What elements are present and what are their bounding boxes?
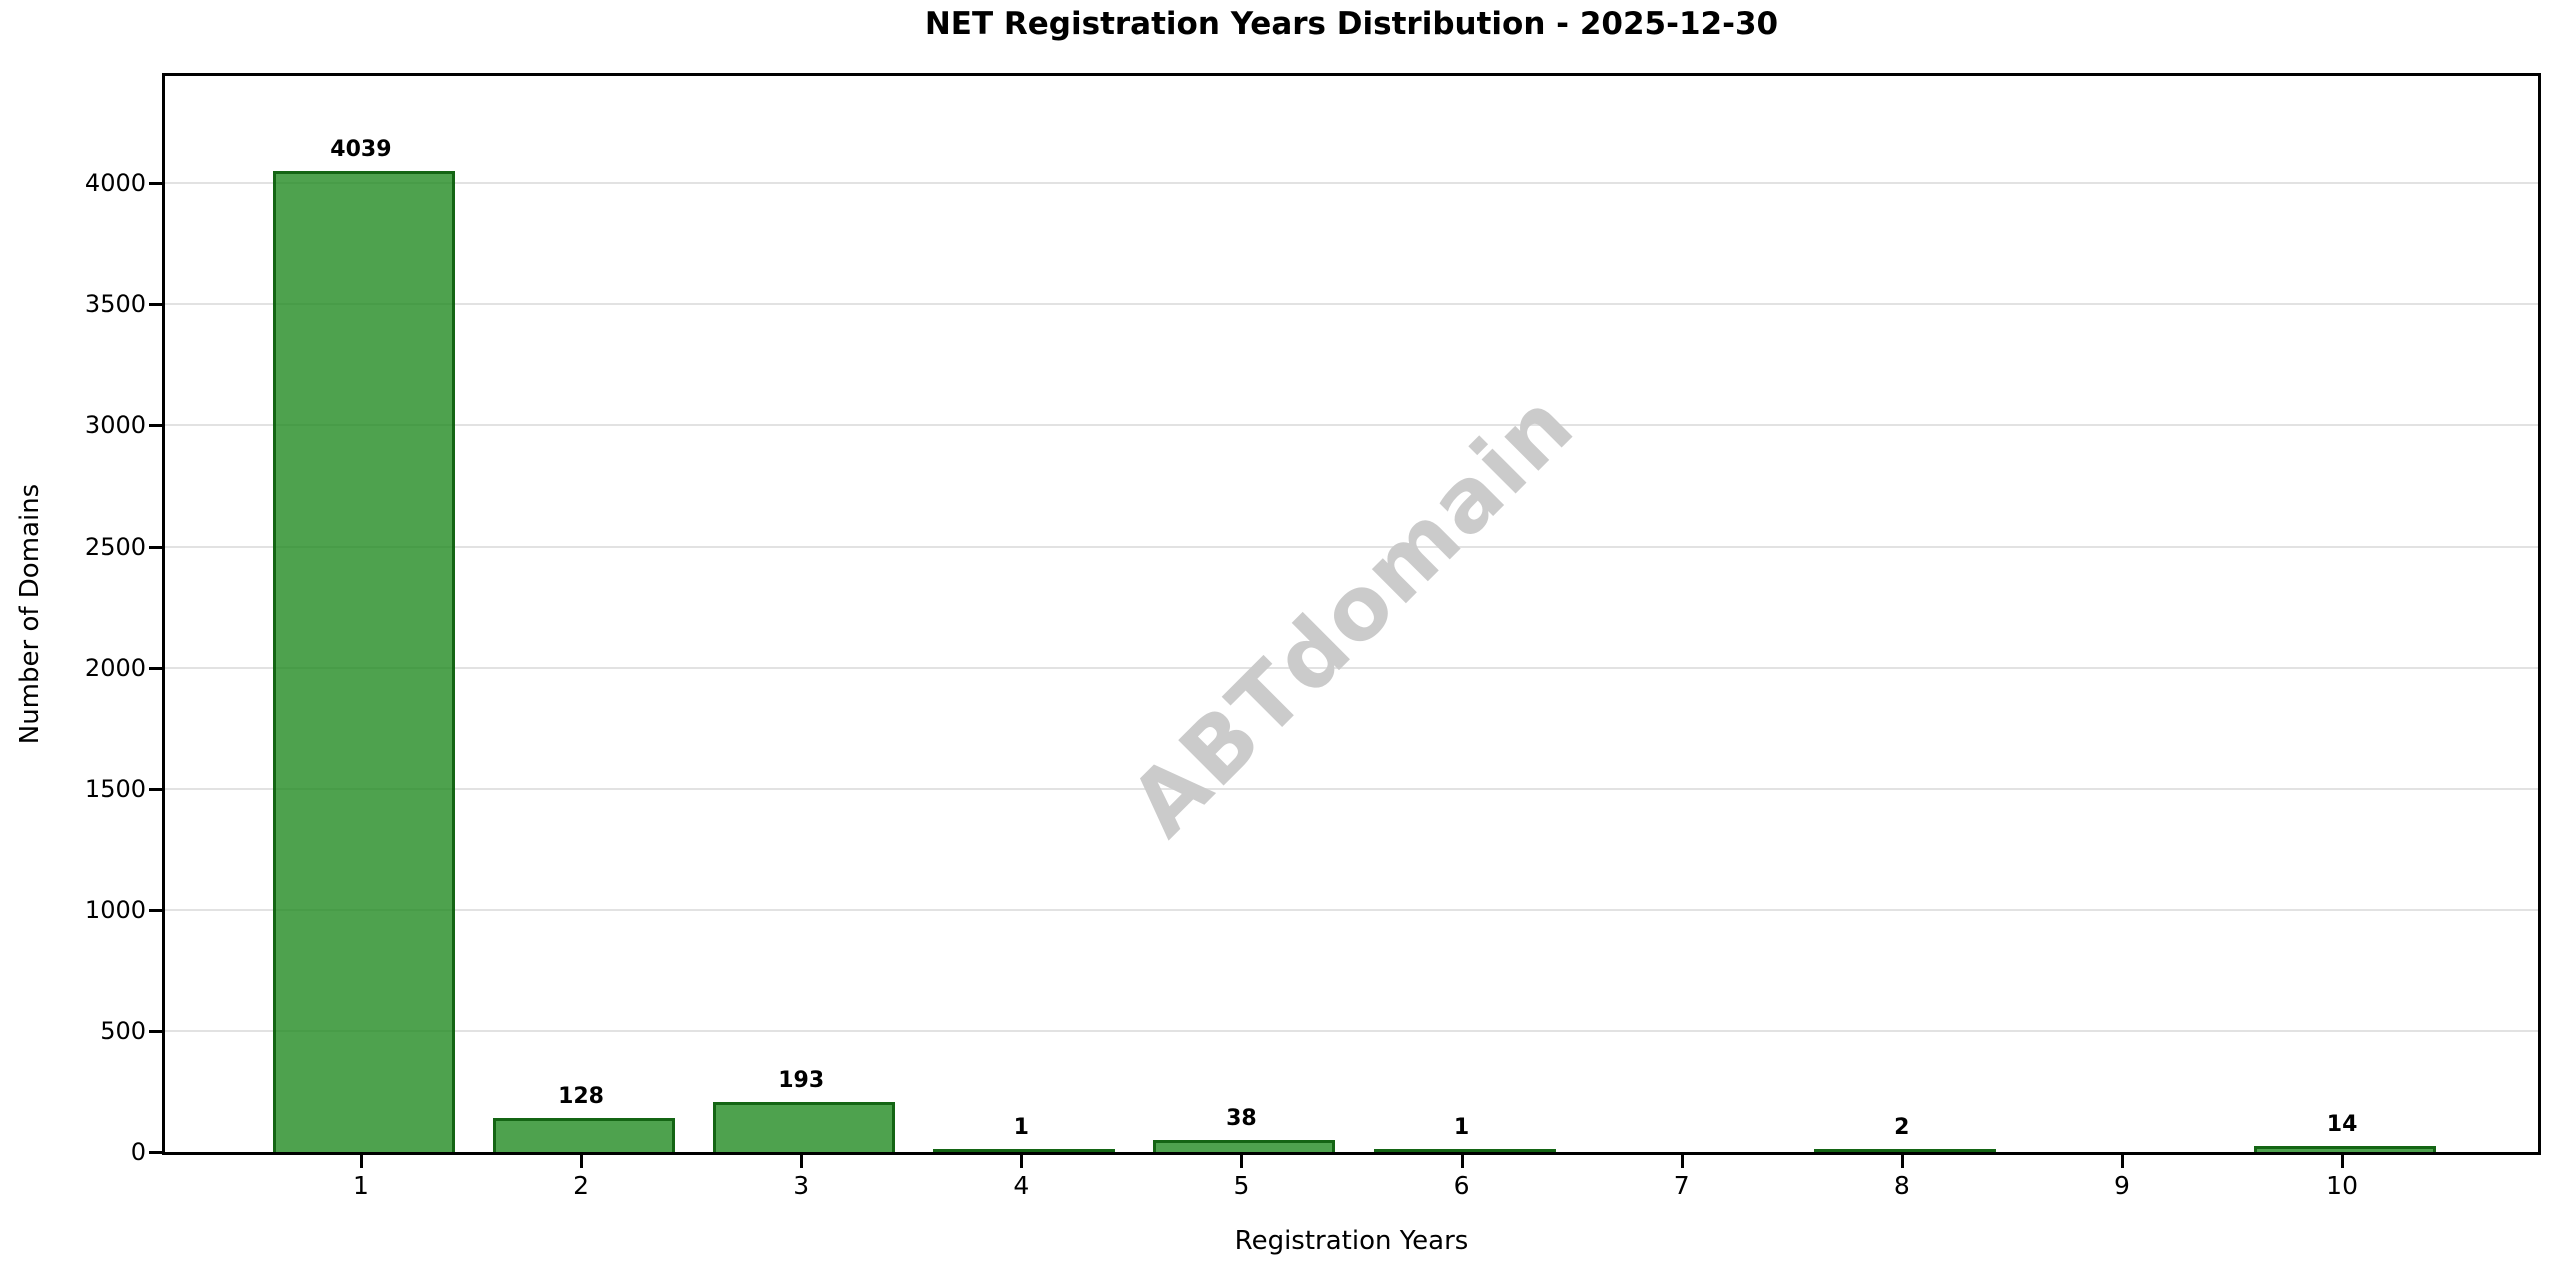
x-tick-mark: [800, 1155, 804, 1168]
y-tick-label: 3500: [84, 290, 146, 319]
bar: [1813, 1148, 1996, 1152]
bar-value-label: 4039: [330, 136, 392, 162]
bar-value-label: 38: [1226, 1105, 1257, 1131]
y-tick-label: 3000: [84, 411, 146, 440]
x-tick-mark: [2341, 1155, 2345, 1168]
bar-value-label: 1: [1453, 1114, 1470, 1140]
bar-value-label: 193: [778, 1068, 825, 1094]
y-tick-mark: [149, 545, 162, 549]
x-tick-mark: [1900, 1155, 1904, 1168]
x-tick-label: 2: [573, 1171, 589, 1200]
bar: [2254, 1145, 2437, 1152]
y-tick-mark: [149, 1029, 162, 1033]
x-tick-mark: [1020, 1155, 1024, 1168]
bar-value-label: 1: [1013, 1114, 1029, 1140]
y-tick-mark: [149, 303, 162, 307]
chart-title: NET Registration Years Distribution - 20…: [924, 6, 1779, 42]
bar-value-label: 2: [1894, 1114, 1910, 1140]
y-gridline: [165, 787, 2538, 790]
y-tick-label: 0: [130, 1138, 146, 1166]
watermark: ABTdomain: [1109, 372, 1594, 856]
x-tick-mark: [580, 1155, 584, 1168]
y-gridline: [165, 666, 2538, 669]
bar: [933, 1148, 1116, 1152]
x-axis-title: Registration Years: [1234, 1226, 1469, 1256]
y-gridline: [165, 424, 2538, 427]
y-tick-mark: [149, 1151, 162, 1154]
y-gridline: [165, 545, 2538, 548]
bar: [713, 1102, 896, 1152]
x-tick-mark: [2120, 1155, 2124, 1168]
x-tick-label: 10: [2326, 1171, 2358, 1200]
x-tick-label: 5: [1233, 1171, 1250, 1200]
y-gridline: [165, 1029, 2538, 1032]
y-tick-mark: [149, 666, 162, 670]
y-tick-mark: [149, 908, 162, 912]
x-tick-label: 3: [793, 1171, 810, 1200]
y-tick-mark: [149, 787, 162, 791]
x-tick-mark: [1240, 1155, 1244, 1168]
x-tick-label: 1: [352, 1171, 369, 1200]
x-tick-label: 7: [1673, 1171, 1690, 1200]
y-tick-label: 1500: [84, 774, 146, 803]
bar-value-label: 128: [558, 1084, 604, 1110]
y-tick-mark: [149, 424, 162, 428]
bar: [272, 170, 455, 1152]
y-gridline: [165, 908, 2538, 911]
x-tick-label: 4: [1013, 1171, 1030, 1200]
x-tick-mark: [1680, 1155, 1684, 1168]
y-tick-label: 500: [100, 1016, 146, 1045]
y-gridline: [165, 182, 2538, 185]
y-tick-label: 2000: [84, 653, 146, 682]
bar: [1373, 1148, 1556, 1152]
bar-value-label: 14: [2326, 1111, 2358, 1137]
y-tick-mark: [149, 182, 162, 186]
y-tick-label: 1000: [84, 895, 146, 924]
y-axis-title: Number of Domains: [15, 483, 45, 745]
y-tick-label: 2500: [84, 532, 146, 561]
bar: [492, 1118, 676, 1152]
y-tick-label: 4000: [84, 169, 146, 198]
x-tick-mark: [1460, 1155, 1464, 1168]
x-tick-label: 9: [2114, 1171, 2130, 1200]
x-tick-label: 8: [1893, 1171, 1910, 1200]
y-gridline: [165, 303, 2538, 306]
x-tick-mark: [359, 1155, 363, 1168]
plot-area: ABTdomain 4039 128 193 1 38 1 2 14: [162, 73, 2541, 1155]
x-tick-label: 6: [1453, 1171, 1470, 1200]
bar: [1153, 1139, 1336, 1152]
